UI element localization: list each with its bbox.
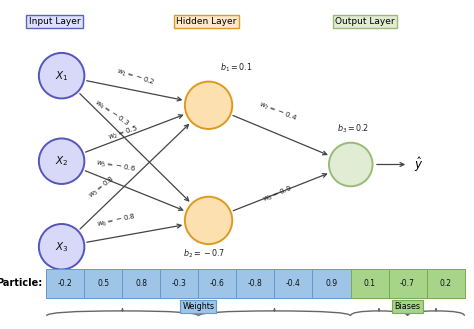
Bar xyxy=(274,269,312,298)
Bar xyxy=(350,269,389,298)
Text: $b_3 = 0.2$: $b_3 = 0.2$ xyxy=(337,123,369,136)
Text: -0.4: -0.4 xyxy=(286,279,301,288)
Text: 0.8: 0.8 xyxy=(136,279,147,288)
Text: $X_3$: $X_3$ xyxy=(55,240,68,254)
Ellipse shape xyxy=(329,143,373,186)
Bar xyxy=(199,269,237,298)
Text: Weights: Weights xyxy=(182,302,214,311)
Text: 0.9: 0.9 xyxy=(326,279,337,288)
Text: $X_1$: $X_1$ xyxy=(55,69,68,83)
Bar xyxy=(389,269,427,298)
Text: 0.2: 0.2 xyxy=(439,279,452,288)
Ellipse shape xyxy=(39,139,84,184)
Ellipse shape xyxy=(185,82,232,129)
Bar xyxy=(122,269,161,298)
Bar xyxy=(84,269,122,298)
Text: Biases: Biases xyxy=(394,302,420,311)
Text: $w_4=-0.3$: $w_4=-0.3$ xyxy=(92,98,131,129)
Text: $w_5=-0.6$: $w_5=-0.6$ xyxy=(95,158,137,175)
Text: -0.6: -0.6 xyxy=(210,279,225,288)
Text: -0.3: -0.3 xyxy=(172,279,187,288)
Text: $w_7=-0.4$: $w_7=-0.4$ xyxy=(257,100,298,124)
Ellipse shape xyxy=(39,224,84,269)
Text: -0.2: -0.2 xyxy=(58,279,73,288)
Bar xyxy=(46,269,84,298)
Text: $w_8=0.9$: $w_8=0.9$ xyxy=(261,184,294,205)
Text: $w_2=0.5$: $w_2=0.5$ xyxy=(107,124,140,143)
Bar xyxy=(427,269,465,298)
Text: $X_2$: $X_2$ xyxy=(55,154,68,168)
Bar xyxy=(161,269,199,298)
Text: Particle:: Particle: xyxy=(0,278,43,288)
Text: 0.5: 0.5 xyxy=(97,279,109,288)
Text: $w_6=-0.8$: $w_6=-0.8$ xyxy=(96,211,137,230)
Text: -0.8: -0.8 xyxy=(248,279,263,288)
Text: Input Layer: Input Layer xyxy=(29,17,80,26)
Bar xyxy=(237,269,274,298)
Ellipse shape xyxy=(185,197,232,244)
Bar xyxy=(312,269,350,298)
Text: $\hat{y}$: $\hat{y}$ xyxy=(414,155,423,174)
Ellipse shape xyxy=(39,53,84,98)
Text: $b_2 = -0.7$: $b_2 = -0.7$ xyxy=(183,247,225,260)
Text: 0.1: 0.1 xyxy=(364,279,375,288)
Text: Output Layer: Output Layer xyxy=(335,17,395,26)
Text: $w_3=0.8$: $w_3=0.8$ xyxy=(87,174,117,201)
Text: -0.7: -0.7 xyxy=(400,279,415,288)
Text: Hidden Layer: Hidden Layer xyxy=(176,17,237,26)
Text: $w_1=-0.2$: $w_1=-0.2$ xyxy=(115,66,155,88)
Text: $b_1 = 0.1$: $b_1 = 0.1$ xyxy=(220,62,253,74)
